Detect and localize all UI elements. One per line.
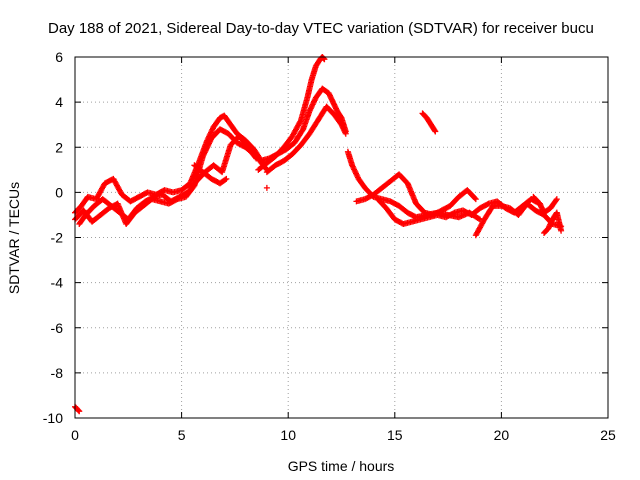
grid bbox=[75, 57, 608, 418]
data-trace-marker bbox=[222, 176, 229, 183]
data-trace-marker bbox=[553, 197, 560, 204]
data-trace-marker bbox=[431, 127, 438, 134]
data-point bbox=[472, 196, 479, 203]
data-trace-marker bbox=[252, 154, 259, 161]
y-tick-label: -4 bbox=[51, 275, 64, 291]
data-trace-marker bbox=[75, 407, 82, 414]
data-point bbox=[253, 155, 260, 162]
data-trace-marker bbox=[297, 118, 304, 125]
data-point bbox=[432, 128, 439, 135]
series-trace-f bbox=[257, 85, 349, 164]
series-trace-d bbox=[191, 162, 230, 187]
axis-ticks: 0 5 10 15 20 25 -10 -8 -6 -4 -2 0 2 4 6 bbox=[43, 49, 616, 443]
y-axis-label: SDTVAR / TECUs bbox=[6, 182, 22, 294]
data-point bbox=[76, 408, 83, 415]
data-trace-marker bbox=[475, 215, 482, 222]
x-tick-label: 5 bbox=[178, 427, 186, 443]
data-point bbox=[553, 196, 560, 203]
plot-frame bbox=[74, 56, 609, 419]
x-tick-label: 0 bbox=[71, 427, 79, 443]
x-axis-label: GPS time / hours bbox=[288, 458, 395, 474]
chart-title: Day 188 of 2021, Sidereal Day-to-day VTE… bbox=[48, 20, 594, 37]
data-trace-marker bbox=[471, 195, 478, 202]
series-trace-o bbox=[72, 403, 83, 415]
y-tick-label: 6 bbox=[55, 49, 63, 65]
y-tick-label: -8 bbox=[51, 365, 64, 381]
x-tick-label: 25 bbox=[600, 427, 616, 443]
data-point bbox=[263, 184, 270, 191]
data-marks bbox=[72, 54, 565, 415]
x-tick-label: 10 bbox=[280, 427, 296, 443]
y-tick-label: -6 bbox=[51, 320, 64, 336]
data-point bbox=[558, 227, 565, 234]
x-tick-label: 20 bbox=[494, 427, 510, 443]
data-point bbox=[342, 130, 349, 137]
data-point bbox=[223, 175, 230, 182]
series-trace-k bbox=[419, 110, 439, 135]
x-tick-label: 15 bbox=[387, 427, 403, 443]
y-tick-label: 2 bbox=[55, 139, 63, 155]
series-trace-m bbox=[541, 209, 565, 236]
series-outlier bbox=[263, 184, 270, 191]
y-tick-label: -10 bbox=[43, 410, 63, 426]
series-trace-b bbox=[72, 126, 270, 227]
y-tick-label: 0 bbox=[55, 184, 63, 200]
series-trace-n bbox=[530, 193, 560, 216]
series-trace-g bbox=[263, 103, 349, 176]
y-tick-label: 4 bbox=[55, 94, 63, 110]
y-tick-label: -2 bbox=[51, 230, 64, 246]
series-trace-e bbox=[255, 54, 328, 173]
